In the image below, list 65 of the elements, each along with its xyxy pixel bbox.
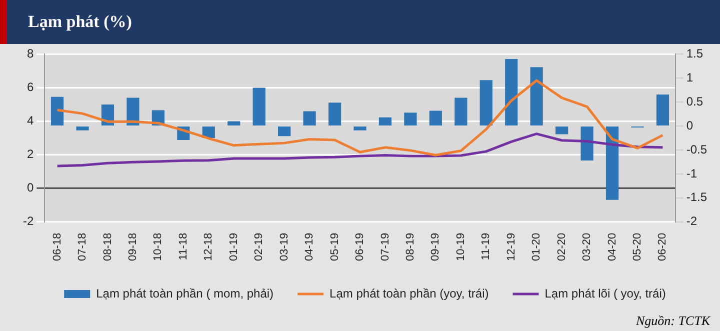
- legend-label: Lạm phát toàn phần (yoy, trái): [330, 286, 489, 300]
- x-tick-label: 08-18: [102, 232, 114, 262]
- y2-tick-label: -1: [686, 166, 698, 180]
- bar: [580, 126, 594, 161]
- bar: [429, 110, 442, 126]
- x-tick-label: 06-20: [656, 232, 669, 262]
- x-tick-label: 04-19: [304, 232, 316, 262]
- y2-tick-label: -0.5: [686, 142, 708, 156]
- x-tick-label: 12-19: [505, 232, 518, 262]
- x-tick-label: 04-20: [606, 232, 618, 262]
- y-tick-label: 6: [26, 80, 34, 94]
- y2-tick-label: 1: [686, 70, 694, 84]
- x-tick-label: 06-18: [51, 232, 64, 262]
- x-tick-label: 10-18: [152, 232, 164, 262]
- x-tick-label: 02-20: [556, 232, 568, 262]
- y-tick-label: -2: [23, 214, 34, 228]
- bar: [354, 126, 366, 130]
- x-tick-label: 11-19: [480, 232, 492, 260]
- bar: [454, 98, 468, 126]
- bar: [278, 126, 291, 136]
- bar: [530, 67, 543, 126]
- x-tick-label: 02-19: [253, 232, 266, 262]
- y-tick-label: 2: [26, 147, 34, 162]
- bar: [378, 117, 392, 126]
- bar: [126, 98, 140, 126]
- x-tick-label: 06-19: [354, 232, 366, 262]
- bar: [606, 126, 619, 200]
- x-tick-label: 03-19: [278, 232, 290, 262]
- bar: [50, 96, 64, 126]
- x-tick-label: 07-18: [76, 232, 89, 262]
- y2-tick-label: -2: [686, 214, 698, 228]
- chart-title: Lạm phát (%): [28, 12, 132, 32]
- x-tick-label: 09-19: [430, 232, 442, 262]
- y-tick-label: 0: [26, 180, 34, 195]
- legend-label: Lạm phát toàn phần ( mom, phải): [96, 286, 274, 300]
- bar: [202, 126, 215, 138]
- x-tick-label: 01-19: [228, 232, 240, 262]
- bar: [505, 58, 518, 126]
- text: Nguồn: TCTK: [636, 313, 710, 328]
- x-tick-label: 08-19: [404, 232, 416, 262]
- bar: [252, 88, 266, 126]
- bar: [76, 126, 89, 130]
- bar: [404, 112, 417, 126]
- y2-tick-label: -1.5: [686, 190, 708, 204]
- legend-label: Lạm phát lõi ( yoy, trái): [544, 286, 666, 300]
- bar: [556, 126, 568, 134]
- x-tick-label: 10-19: [454, 232, 467, 262]
- y-tick-label: 8: [26, 46, 34, 61]
- x-tick-label: 12-18: [202, 232, 215, 262]
- x-tick-label: 01-20: [530, 232, 543, 262]
- bar: [328, 102, 342, 126]
- x-tick-label: 11-18: [177, 232, 190, 260]
- y-tick-label: 4: [26, 114, 34, 128]
- x-tick-label: 07-19: [379, 232, 392, 262]
- x-tick-label: 05-19: [328, 232, 341, 262]
- bar: [656, 94, 670, 126]
- x-tick-label: 03-20: [581, 232, 594, 262]
- x-tick-label: 05-20: [632, 232, 644, 262]
- bar: [480, 80, 492, 126]
- bar: [228, 121, 240, 126]
- y2-tick-label: 0.5: [686, 94, 704, 108]
- bar: [303, 111, 316, 126]
- x-tick-label: 09-18: [126, 232, 139, 262]
- y2-tick-label: 1.5: [686, 46, 704, 61]
- y2-tick-label: 0: [686, 118, 694, 132]
